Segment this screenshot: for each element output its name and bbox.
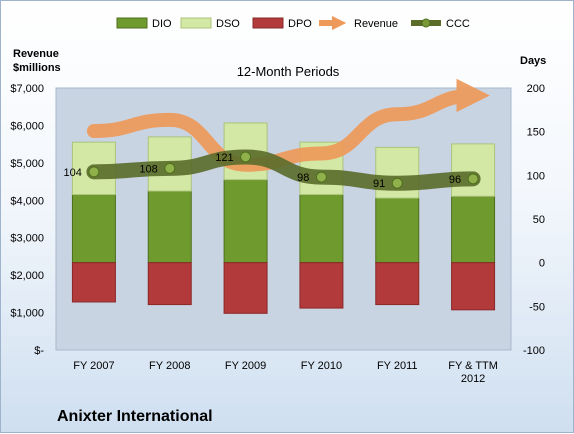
y-right-tick-labels: -100 -50 0 50 100 150 200: [523, 83, 545, 357]
x-tick-1: FY 2008: [149, 360, 190, 372]
bar-dio-0: [71, 194, 116, 264]
y-right-title: Days: [520, 55, 546, 67]
y-left-title-line1: Revenue: [13, 48, 59, 60]
y-left-tick-4: $4,000: [10, 195, 44, 207]
bar-dio-1: [147, 190, 192, 264]
y-right-tick-0: -100: [523, 345, 545, 357]
ccc-point-2: [240, 151, 252, 163]
bar-dpo-0: [71, 262, 116, 303]
bar-dio-2: [223, 179, 268, 264]
legend: DIO DSO DPO Revenue CCC: [116, 15, 470, 31]
bar-dio-3: [299, 194, 344, 264]
legend-dio-swatch: [116, 17, 148, 29]
x-tick-0: FY 2007: [73, 360, 114, 372]
y-left-tick-7: $7,000: [10, 83, 44, 95]
ccc-point-0: [88, 166, 100, 178]
legend-revenue-label: Revenue: [354, 18, 398, 30]
bar-dpo-3: [299, 262, 344, 309]
y-right-tick-1: -50: [529, 301, 545, 313]
bar-layer: [71, 122, 496, 314]
company-name: Anixter International: [57, 408, 213, 425]
legend-dso-label: DSO: [216, 18, 240, 30]
y-left-tick-6: $6,000: [10, 120, 44, 132]
y-right-tick-2: 0: [539, 258, 545, 270]
y-left-tick-5: $5,000: [10, 158, 44, 170]
y-right-tick-6: 200: [527, 83, 545, 95]
y-right-tick-3: 50: [533, 214, 545, 226]
ccc-point-4: [391, 177, 403, 189]
ccc-point-1: [164, 162, 176, 174]
bar-dpo-1: [147, 262, 192, 306]
ccc-layer: 104 108 121 98 91 96: [64, 149, 481, 191]
x-tick-3: FY 2010: [301, 360, 342, 372]
ccc-data-label-5: 96: [449, 174, 461, 186]
y-left-tick-1: $1,000: [10, 308, 44, 320]
bar-dpo-4: [375, 262, 420, 306]
bar-dpo-2: [223, 262, 268, 314]
ccc-data-label-4: 91: [373, 178, 385, 190]
y-left-tick-3: $3,000: [10, 233, 44, 245]
legend-ccc-label: CCC: [446, 18, 470, 30]
legend-ccc-marker: [421, 18, 431, 28]
ccc-data-label-2: 121: [215, 152, 233, 164]
ccc-data-label-3: 98: [297, 172, 309, 184]
ccc-point-3: [315, 171, 327, 183]
x-tick-4: FY 2011: [377, 360, 418, 372]
bar-dpo-5: [451, 262, 496, 311]
legend-dpo-label: DPO: [288, 18, 312, 30]
bar-dio-4: [375, 197, 420, 264]
bar-dso-5: [451, 143, 496, 197]
y-right-tick-4: 100: [527, 170, 545, 182]
ccc-data-label-1: 108: [139, 163, 157, 175]
x-tick-5: FY & TTM 2012: [448, 360, 498, 385]
x-tick-2: FY 2009: [225, 360, 266, 372]
y-left-title-line2: $millions: [13, 62, 61, 74]
legend-dpo-swatch: [252, 17, 284, 29]
y-left-tick-labels: $- $1,000 $2,000 $3,000 $4,000 $5,000 $6,000 $7…: [10, 83, 44, 357]
x-tick-labels: FY 2007 FY 2008 FY 2009 FY 2010 FY 2011 FY & …: [73, 360, 498, 385]
y-left-tick-2: $2,000: [10, 270, 44, 282]
y-left-tick-0: $-: [34, 345, 44, 357]
ccc-data-label-0: 104: [64, 167, 82, 179]
legend-dio-label: DIO: [152, 18, 172, 30]
ccc-point-5: [467, 173, 479, 185]
y-right-tick-5: 150: [527, 127, 545, 139]
bar-dio-5: [451, 195, 496, 264]
chart-title: 12-Month Periods: [237, 64, 340, 79]
legend-dso-swatch: [180, 17, 212, 29]
